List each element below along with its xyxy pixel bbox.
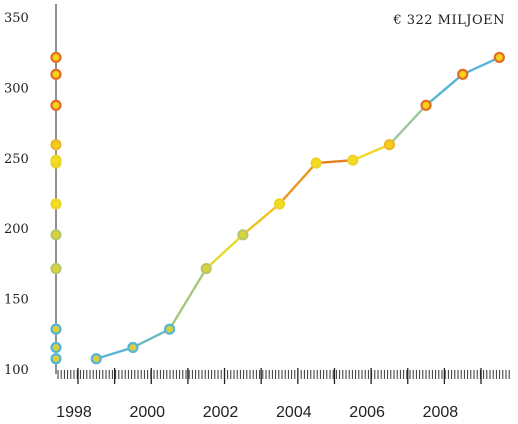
data-point [273, 198, 286, 210]
series-segment [168, 267, 208, 331]
x-axis: 1998 2000 2002 2004 2006 2008 [56, 368, 510, 421]
rug-marker [50, 68, 62, 80]
series-segment [205, 233, 245, 270]
y-tick-label: 250 [4, 152, 29, 167]
series-segment [241, 202, 281, 237]
rug-marker [50, 341, 62, 354]
series-segment [95, 346, 135, 360]
series-segment [278, 161, 318, 206]
x-tick-label: 2004 [276, 404, 312, 421]
data-point [457, 68, 469, 80]
series-segment [314, 159, 354, 165]
y-rug-markers [50, 51, 62, 365]
data-point [163, 323, 176, 335]
data-point [420, 99, 432, 111]
y-tick-label: 200 [4, 222, 29, 237]
series-segment [388, 104, 428, 146]
rug-marker [50, 198, 62, 210]
data-point [493, 51, 505, 64]
rug-marker [50, 154, 62, 166]
series-segment [461, 56, 501, 76]
data-point [347, 154, 359, 166]
rug-marker [50, 263, 62, 275]
rug-marker [50, 99, 62, 111]
x-tick-label: 2006 [349, 404, 385, 421]
rug-marker [50, 353, 62, 365]
rug-marker [50, 139, 62, 151]
rug-marker [50, 51, 62, 64]
data-point [90, 353, 102, 365]
y-tick-label: 100 [4, 363, 29, 378]
series-points [90, 51, 505, 365]
x-tick-label: 2000 [129, 404, 165, 421]
data-point [127, 341, 139, 354]
data-point [310, 157, 322, 169]
series-line [95, 56, 501, 360]
series-segment [131, 327, 171, 349]
y-axis: 100 150 200 250 300 350 [4, 4, 57, 378]
data-point [200, 263, 212, 275]
series-segment [424, 73, 464, 107]
data-point [237, 229, 249, 241]
y-tick-label: 300 [4, 81, 29, 96]
y-tick-label: 350 [4, 11, 29, 26]
rug-marker [50, 229, 62, 241]
data-point [383, 139, 396, 151]
rug-marker [50, 323, 62, 335]
x-tick-label: 2008 [423, 404, 459, 421]
y-tick-label: 150 [4, 293, 29, 308]
x-tick-label: 1998 [56, 404, 92, 421]
value-annotation: € 322 MILJOEN [392, 13, 505, 28]
series-segment [351, 143, 391, 162]
x-tick-label: 2002 [203, 404, 239, 421]
